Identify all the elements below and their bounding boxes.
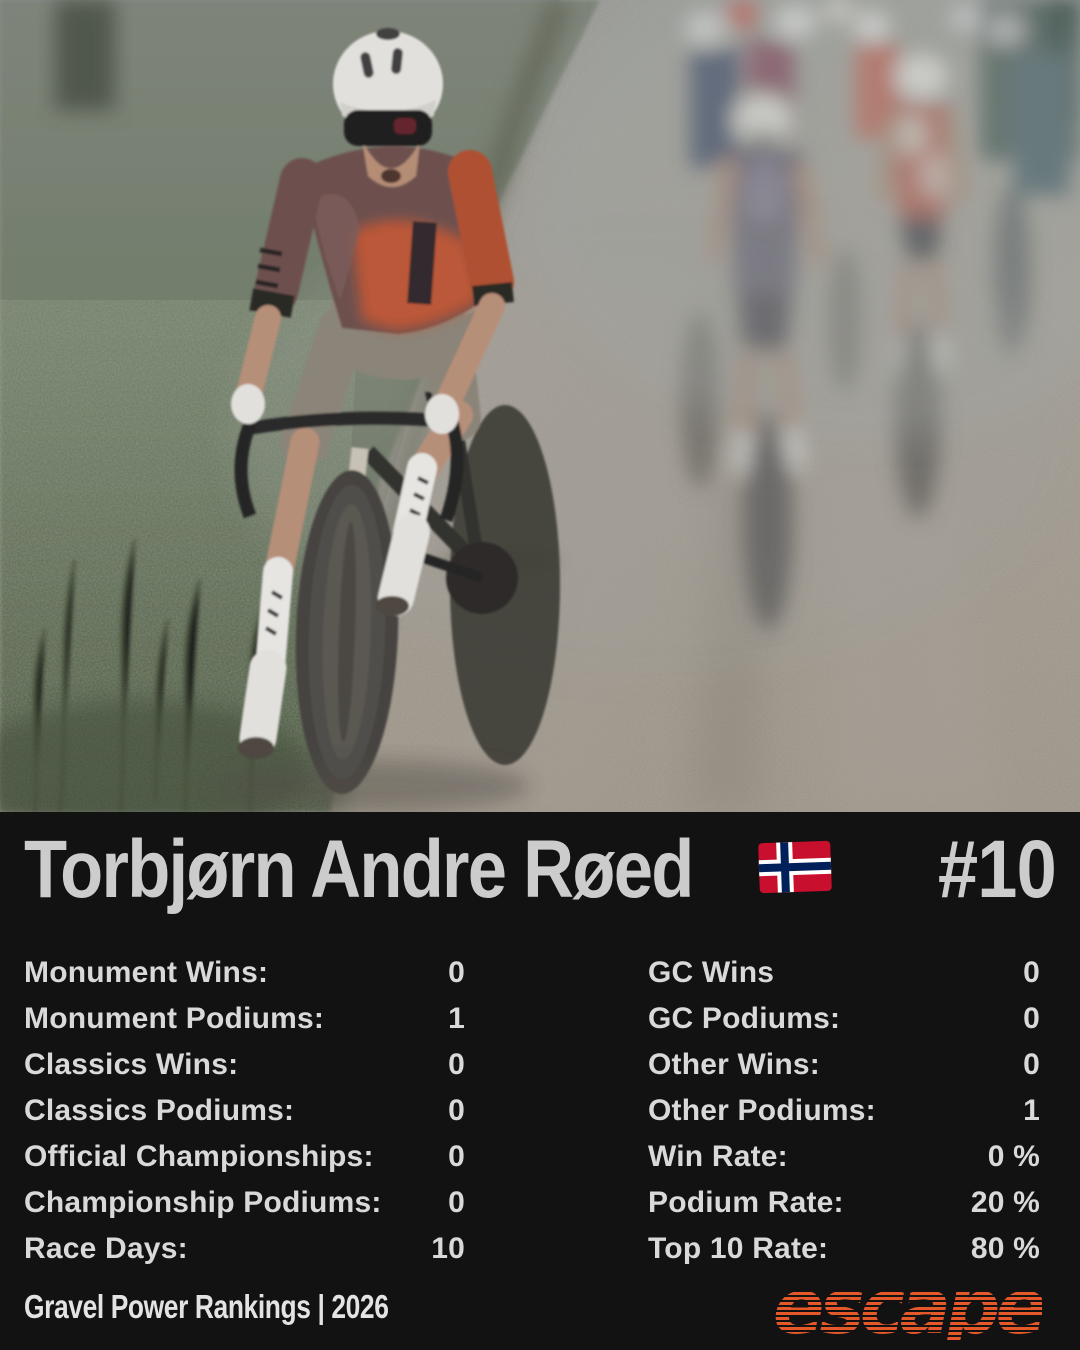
stat-label: GC Wins [648,956,775,990]
stat-label: Top 10 Rate: [648,1232,829,1266]
title-row: Torbjørn Andre Røed #10 [0,824,1080,922]
stat-value: 1 [448,1002,465,1036]
stat-value: 0 [1023,956,1040,990]
stat-value: 0 [448,956,465,990]
stat-row: Other Podiums: 1 [648,1088,1040,1134]
stat-label: Official Championships: [24,1140,374,1174]
stat-label: Other Wins: [648,1048,820,1082]
stat-value: 0 [1023,1002,1040,1036]
stat-label: Podium Rate: [648,1186,844,1220]
hero-photo-scene [0,0,1080,812]
stat-label: Race Days: [24,1232,188,1266]
rider-name: Torbjørn Andre Røed [24,824,694,915]
stat-value: 0 [448,1140,465,1174]
stat-row: Top 10 Rate: 80 % [648,1226,1040,1272]
stat-label: Classics Podiums: [24,1094,295,1128]
stat-value: 0 [1023,1048,1040,1082]
stat-label: Other Podiums: [648,1094,876,1128]
stat-row: GC Wins 0 [648,950,1040,996]
stat-label: GC Podiums: [648,1002,841,1036]
hero-photo [0,0,1080,812]
stat-value: 0 [448,1048,465,1082]
main-rider [210,28,560,812]
stats-grid: Monument Wins: 0 Monument Podiums: 1 Cla… [24,950,1040,1272]
norway-flag-icon [758,840,832,894]
rank-number: #10 [938,824,1057,915]
stat-row: Championship Podiums: 0 [24,1180,465,1226]
stat-value: 80 % [970,1232,1040,1266]
stat-label: Classics Wins: [24,1048,239,1082]
stat-row: Other Wins: 0 [648,1042,1040,1088]
stat-value: 0 [448,1186,465,1220]
stat-row: GC Podiums: 0 [648,996,1040,1042]
stat-value: 0 [448,1094,465,1128]
stat-row: Monument Podiums: 1 [24,996,465,1042]
atmosphere-overlay [0,0,1080,812]
stat-value: 20 % [970,1186,1040,1220]
stat-row: Win Rate: 0 % [648,1134,1040,1180]
escape-logo: escape [772,1262,1047,1350]
footer: Gravel Power Rankings | 2026 escape [0,1262,1080,1350]
stat-row: Race Days: 10 [24,1226,465,1272]
stat-label: Championship Podiums: [24,1186,382,1220]
stats-column-right: GC Wins 0 GC Podiums: 0 Other Wins: 0 Ot… [648,950,1040,1272]
stat-value: 0 % [987,1140,1040,1174]
stat-label: Monument Podiums: [24,1002,325,1036]
stat-row: Podium Rate: 20 % [648,1180,1040,1226]
info-panel: Torbjørn Andre Røed #10 Monument Wins: 0 [0,812,1080,1350]
stat-label: Win Rate: [648,1140,788,1174]
stat-value: 1 [1023,1094,1040,1128]
stat-row: Classics Podiums: 0 [24,1088,465,1134]
stat-row: Classics Wins: 0 [24,1042,465,1088]
stat-row: Monument Wins: 0 [24,950,465,996]
footer-caption: Gravel Power Rankings | 2026 [24,1288,389,1325]
stats-column-left: Monument Wins: 0 Monument Podiums: 1 Cla… [24,950,465,1272]
stat-label: Monument Wins: [24,956,269,990]
stat-row: Official Championships: 0 [24,1134,465,1180]
stat-value: 10 [431,1232,465,1266]
